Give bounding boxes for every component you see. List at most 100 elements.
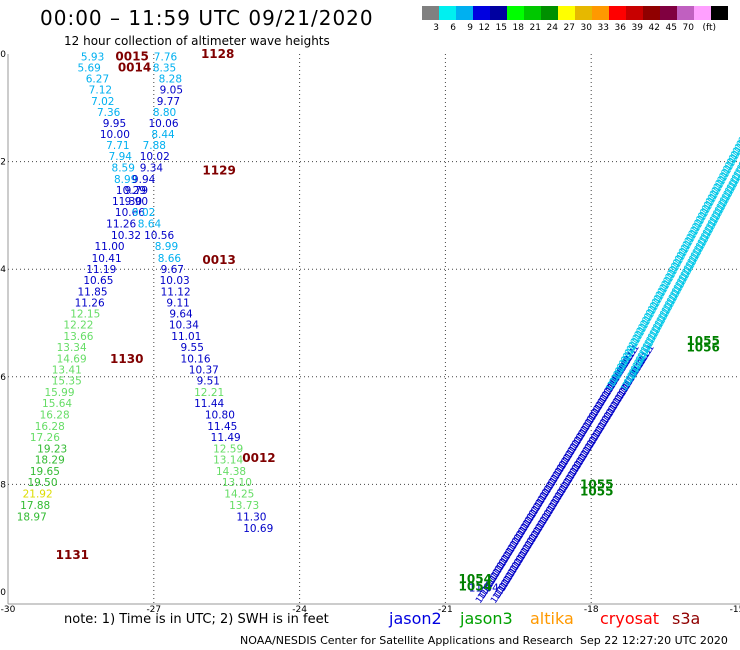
pass-time-label: 1055 bbox=[580, 484, 613, 498]
color-scale-labels: 3 6 9 12 15 18 21 24 27 30 33 36 39 42 45 70 (ft) bbox=[422, 23, 716, 33]
wave-height-label: 13.66 bbox=[63, 331, 93, 343]
wave-height-label: 10.56 bbox=[144, 230, 174, 242]
mission-label-jason2: jason2 bbox=[389, 609, 442, 628]
legend-label: 3 bbox=[433, 23, 439, 33]
pass-time-label: 1054 bbox=[459, 580, 492, 594]
track-glyph: 11.1 bbox=[729, 164, 740, 186]
lon-tick-label: -24 bbox=[292, 605, 307, 615]
units-note: note: 1) Time is in UTC; 2) SWH is in fe… bbox=[64, 612, 329, 627]
legend-swatch bbox=[439, 6, 456, 20]
wave-height-label: 21.92 bbox=[23, 489, 53, 501]
wave-height-label: 15.35 bbox=[52, 376, 82, 388]
wave-height-label: 12.15 bbox=[70, 308, 100, 320]
legend-swatch bbox=[677, 6, 694, 20]
wave-height-label: 7.76 bbox=[154, 52, 178, 64]
wave-height-label: 19.50 bbox=[27, 477, 57, 489]
wave-height-label: 10.00 bbox=[100, 129, 130, 141]
wave-height-label: 12.22 bbox=[63, 320, 93, 332]
legend-swatch bbox=[422, 6, 439, 20]
legend-label: 42 bbox=[648, 23, 660, 33]
wave-height-label: 9.02 bbox=[132, 207, 155, 219]
lat-tick-label: -38 bbox=[0, 480, 6, 490]
wave-height-label: 16.28 bbox=[35, 421, 65, 433]
wave-height-label: 11.19 bbox=[86, 264, 116, 276]
pass-time-label: 0012 bbox=[242, 451, 275, 465]
legend-label: 39 bbox=[631, 23, 643, 33]
wave-height-label: 9.64 bbox=[169, 308, 193, 320]
track-glyph: 11.1 bbox=[733, 130, 740, 152]
color-scale-bar bbox=[422, 6, 728, 20]
wave-height-label: 11.26 bbox=[75, 298, 105, 310]
legend-swatch bbox=[490, 6, 507, 20]
wave-height-label: 7.88 bbox=[143, 140, 166, 152]
mission-label-cryosat: cryosat bbox=[600, 609, 660, 628]
wave-height-label: 10.32 bbox=[111, 230, 141, 242]
track-glyph: 11.1 bbox=[734, 154, 740, 176]
wave-height-label: 9.51 bbox=[197, 376, 220, 388]
wave-height-label: 8.28 bbox=[159, 74, 182, 86]
wave-height-label: 10.03 bbox=[160, 275, 190, 287]
lon-tick-label: -15 bbox=[730, 605, 740, 615]
wave-height-label: 8.59 bbox=[112, 163, 135, 175]
wave-height-label: 10.34 bbox=[169, 320, 199, 332]
legend-swatch bbox=[524, 6, 541, 20]
pass-time-label: 1055 bbox=[580, 477, 613, 491]
wave-height-label: 8.44 bbox=[151, 129, 175, 141]
page-title: 00:00 – 11:59 UTC 09/21/2020 bbox=[40, 6, 374, 30]
legend-label: 27 bbox=[563, 23, 575, 33]
wave-height-label: 8.64 bbox=[138, 218, 162, 230]
pass-time-label: 1056 bbox=[686, 341, 719, 355]
legend-swatch bbox=[592, 6, 609, 20]
wave-height-label: 7.12 bbox=[89, 85, 112, 97]
legend-label: 24 bbox=[546, 23, 558, 33]
legend-swatch bbox=[609, 6, 626, 20]
lon-tick-label: -30 bbox=[1, 605, 16, 615]
legend-swatch bbox=[456, 6, 473, 20]
wave-height-label: 13.14 bbox=[213, 455, 243, 467]
wave-height-label: 11.26 bbox=[106, 218, 136, 230]
wave-height-label: 10.16 bbox=[181, 354, 211, 366]
legend-label: 18 bbox=[512, 23, 524, 33]
pass-time-label: 0014 bbox=[118, 60, 151, 74]
wave-height-label: 7.71 bbox=[106, 140, 129, 152]
wave-height-label: 17.26 bbox=[30, 432, 60, 444]
wave-height-label: 12.21 bbox=[194, 387, 224, 399]
legend-label: 12 bbox=[478, 23, 490, 33]
wave-height-label: 18.97 bbox=[17, 512, 47, 524]
wave-height-label: 9.34 bbox=[140, 163, 164, 175]
wave-height-label: 9.67 bbox=[161, 264, 184, 276]
mission-label-s3a: s3a bbox=[672, 609, 701, 628]
lon-tick-label: -18 bbox=[584, 605, 599, 615]
lat-tick-label: -30 bbox=[0, 50, 6, 60]
wave-height-label: 12.59 bbox=[213, 443, 243, 455]
map-ticks: -30 -27 -24 -21 -18 -15 -30 -32 -34 -36 -38 -40 bbox=[0, 50, 740, 615]
wave-height-label: 9.90 bbox=[125, 196, 148, 208]
wave-height-label: 15.64 bbox=[42, 398, 72, 410]
legend-swatch bbox=[473, 6, 490, 20]
wave-height-label: 9.94 bbox=[132, 174, 156, 186]
wave-height-label: 17.88 bbox=[20, 500, 50, 512]
mission-label-altika: altika bbox=[530, 609, 574, 628]
wave-height-label: 7.94 bbox=[109, 151, 133, 163]
legend-swatch bbox=[507, 6, 524, 20]
wave-height-label: 16.28 bbox=[40, 409, 70, 421]
wave-height-label: 11.01 bbox=[171, 331, 201, 343]
lat-tick-label: -32 bbox=[0, 158, 6, 168]
wave-height-label: 8.35 bbox=[153, 62, 176, 74]
wave-height-label: 10.29 bbox=[116, 185, 146, 197]
track-glyph: 11.1 bbox=[732, 158, 740, 180]
lon-tick-label: -27 bbox=[146, 605, 161, 615]
wave-height-label: 18.29 bbox=[35, 455, 65, 467]
map-grid bbox=[7, 54, 740, 605]
wave-height-label: 9.11 bbox=[166, 298, 189, 310]
pass-time-label: 1129 bbox=[202, 164, 235, 178]
wave-height-label: 11.44 bbox=[194, 398, 224, 410]
pass-time-label: 1128 bbox=[201, 47, 234, 61]
wave-height-label: 11.49 bbox=[211, 432, 241, 444]
wave-height-label: 14.69 bbox=[57, 354, 87, 366]
wave-height-label: 8.99 bbox=[155, 241, 178, 253]
wave-height-label: 9.95 bbox=[103, 118, 126, 130]
pass-time-label: 1131 bbox=[56, 548, 89, 562]
wave-height-label: 10.06 bbox=[148, 118, 178, 130]
